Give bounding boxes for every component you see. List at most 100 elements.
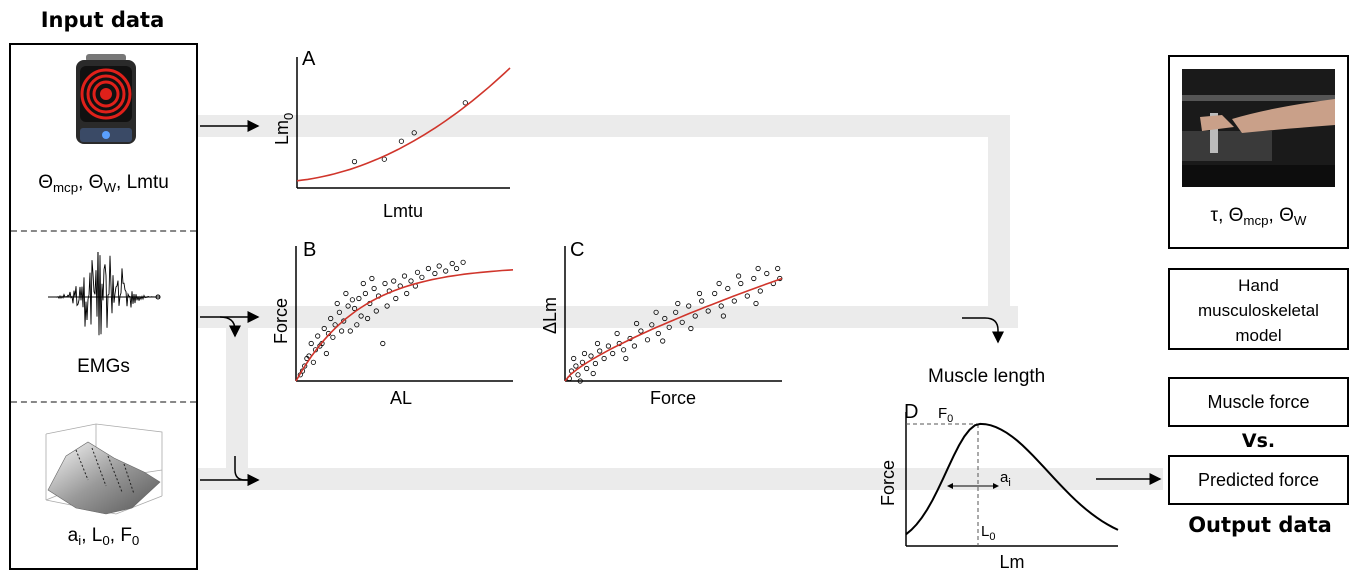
- chart-c-point: [655, 330, 661, 337]
- chart-a-point: [351, 159, 358, 165]
- chart-b-point: [414, 269, 421, 275]
- chart-c-point: [692, 313, 698, 319]
- chart-c-point: [581, 350, 588, 357]
- chart-c-point: [644, 337, 651, 343]
- chart-b-point: [302, 363, 308, 369]
- chart-c-point: [753, 300, 759, 307]
- model-line-2: musculoskeletal: [1198, 301, 1319, 320]
- chart-b-panel-label: B: [303, 239, 316, 261]
- chart-b-point: [317, 343, 323, 349]
- chart-b-point: [419, 274, 425, 280]
- chart-b-point: [347, 328, 353, 334]
- chart-b-point: [454, 265, 460, 272]
- chart-c-point: [590, 370, 596, 377]
- chart-b-point: [391, 278, 397, 284]
- chart-c-point: [705, 308, 711, 314]
- chart-b-point: [401, 273, 408, 279]
- chart-b-point: [358, 313, 364, 319]
- chart-c-point: [716, 280, 722, 287]
- chart-c-point: [605, 343, 612, 349]
- chart-b-point: [310, 359, 317, 365]
- chart-c-point: [755, 265, 761, 272]
- flow-band-top: [198, 115, 1008, 137]
- chart-a-point: [411, 130, 417, 136]
- chart-b-point: [384, 303, 390, 309]
- chart-b-point: [321, 325, 327, 332]
- chart-c-point: [649, 322, 655, 328]
- input-panel3-label: ai, L0, F0: [67, 525, 140, 548]
- chart-c-point: [699, 298, 705, 304]
- chart-c-point: [679, 319, 685, 325]
- chart-b-point: [315, 333, 321, 339]
- predicted-force-box: Predicted force: [1168, 455, 1349, 505]
- chart-d-opt-label: L0: [981, 523, 995, 543]
- chart-c-point: [751, 275, 757, 282]
- chart-b-point: [436, 263, 442, 269]
- chart-a-ylabel: Lm0: [272, 113, 296, 145]
- hand-experiment-photo: [1182, 69, 1335, 187]
- chart-c-point: [764, 270, 770, 277]
- chart-b-point: [449, 260, 455, 267]
- chart-a-panel-label: A: [302, 48, 316, 70]
- chart-c-point: [736, 273, 742, 279]
- model-line-3: model: [1235, 326, 1282, 345]
- chart-a-point: [462, 100, 468, 106]
- chart-b-point: [341, 318, 347, 324]
- chart-b-xlabel: AL: [390, 388, 412, 408]
- chart-b-point: [373, 308, 379, 314]
- chart-b-point: [393, 295, 399, 302]
- output-photo-label: τ, Θmcp, ΘW: [1210, 205, 1307, 228]
- arrow-muscle-length: [962, 317, 1004, 344]
- chart-d-panel-label: D: [904, 401, 918, 423]
- chart-c-point: [686, 303, 692, 309]
- chart-c-point: [696, 290, 703, 297]
- chart-b-fit-line: [295, 269, 514, 382]
- chart-c-point: [738, 280, 744, 287]
- chart-c-panel-label: C: [570, 239, 584, 261]
- chart-c-point: [757, 288, 763, 294]
- divider-1: [11, 230, 196, 232]
- chart-c-point: [573, 363, 579, 369]
- chart-a-point: [398, 138, 404, 144]
- chart-c-point: [673, 309, 679, 315]
- chart-c-point: [718, 303, 724, 309]
- model-line-1: Hand: [1238, 276, 1279, 295]
- chart-c-point: [744, 293, 750, 299]
- flow-band-bottom: [198, 468, 1163, 490]
- chart-c-point: [588, 353, 594, 359]
- chart-c-point: [601, 355, 607, 362]
- divider-2: [11, 401, 196, 403]
- chart-c-point: [575, 372, 581, 378]
- chart-b-ylabel: Force: [271, 298, 291, 344]
- chart-d-ylabel: Force: [878, 460, 898, 506]
- chart-a-fit-line: [296, 67, 511, 182]
- chart-c-point: [571, 355, 577, 362]
- chart-b-point: [404, 290, 410, 297]
- flow-band-right-down: [988, 115, 1010, 325]
- chart-c-xlabel: Force: [650, 388, 696, 408]
- chart-b-point: [432, 270, 438, 277]
- chart-b-point: [354, 322, 360, 328]
- chart-b-point: [365, 315, 371, 322]
- chart-b-point: [334, 300, 340, 307]
- arrow-b-down: [219, 316, 241, 338]
- chart-c-point: [592, 360, 599, 367]
- chart-c-point: [597, 348, 603, 354]
- emg-signal-icon: [48, 252, 161, 336]
- chart-c-point: [731, 298, 737, 304]
- chart-b-point: [425, 265, 431, 272]
- chart-a-xlabel: Lmtu: [383, 201, 423, 221]
- muscle-length-label: Muscle length: [928, 366, 1046, 387]
- chart-c-point: [775, 265, 781, 272]
- chart-c-point: [610, 350, 616, 357]
- chart-b-point: [362, 290, 369, 297]
- chart-c-point: [653, 309, 659, 315]
- musculoskeletal-model-box: Hand musculoskeletal model: [1168, 268, 1349, 350]
- input-panel2-label: EMGs: [77, 356, 130, 377]
- input-panel1-label: Θmcp, ΘW, Lmtu: [38, 172, 169, 195]
- chart-b-point: [382, 280, 388, 287]
- chart-c-point: [660, 338, 666, 344]
- chart-b-point: [460, 259, 466, 265]
- chart-b: B Force AL: [271, 239, 514, 408]
